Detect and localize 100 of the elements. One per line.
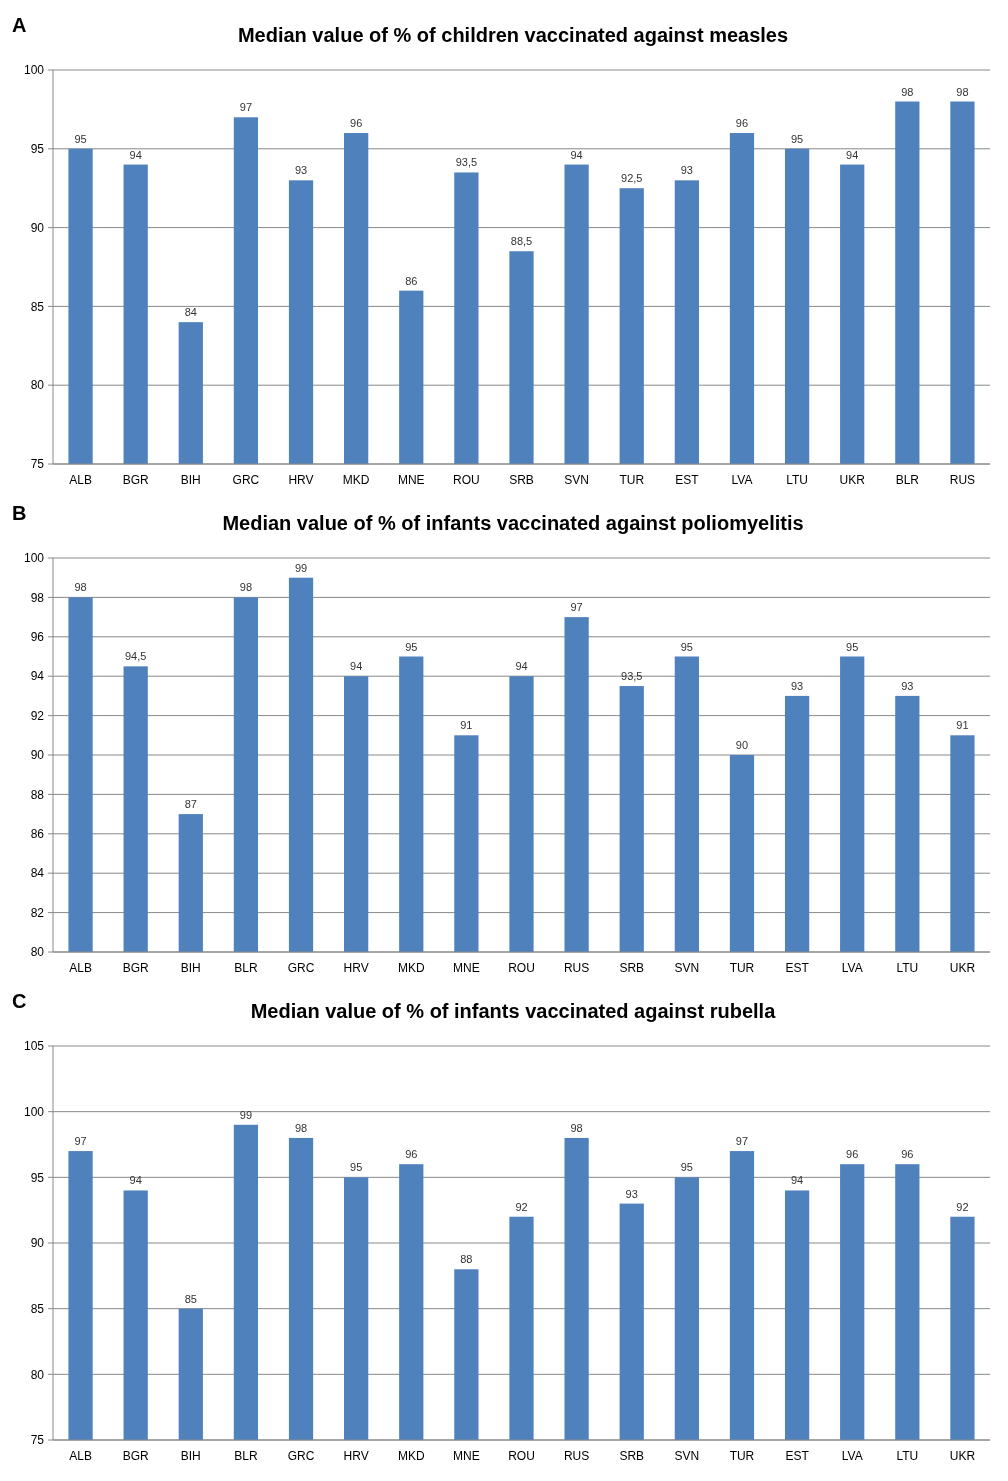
x-tick-label: MKD xyxy=(397,1449,425,1463)
chart-title: Median value of % of infants vaccinated against poliomyelitis xyxy=(222,512,804,534)
x-tick-label: BLR xyxy=(234,1449,258,1463)
y-tick-label: 95 xyxy=(30,1170,45,1185)
x-tick-label: LVA xyxy=(731,473,753,487)
data-label: 94 xyxy=(129,1174,142,1187)
y-tick-label: 90 xyxy=(30,220,45,235)
chart-title: Median value of % of infants vaccinated against rubella xyxy=(250,1000,777,1022)
x-tick-label: BLR xyxy=(895,473,920,487)
x-tick-label: BIH xyxy=(180,1449,201,1463)
data-label: 96 xyxy=(350,117,363,130)
x-tick-label: BIH xyxy=(180,473,201,487)
y-tick-label: 80 xyxy=(30,945,45,960)
x-tick-label: ROU xyxy=(453,473,480,487)
x-tick-label: UKR xyxy=(949,1449,976,1463)
data-label: 98 xyxy=(74,581,87,594)
y-tick-label: 86 xyxy=(30,827,45,841)
x-tick-label: SVN xyxy=(674,961,700,975)
data-label: 97 xyxy=(735,1135,749,1148)
data-label: 93,5 xyxy=(621,670,643,683)
x-tick-label: RUS xyxy=(949,473,976,487)
data-label: 96 xyxy=(846,1148,859,1161)
data-label: 97 xyxy=(570,601,583,614)
x-tick-label: LTU xyxy=(896,961,919,975)
y-tick-label: 85 xyxy=(30,1301,45,1316)
data-label: 93 xyxy=(294,164,308,177)
data-label: 94 xyxy=(350,660,363,673)
data-label: 87 xyxy=(184,798,197,811)
x-tick-label: HRV xyxy=(288,473,314,487)
x-tick-label: SVN xyxy=(674,1449,700,1463)
data-label: 92,5 xyxy=(621,172,643,185)
y-tick-label: 94 xyxy=(30,669,45,684)
x-tick-label: UKR xyxy=(839,473,866,487)
y-tick-label: 85 xyxy=(30,299,45,314)
data-label: 98 xyxy=(294,1121,308,1134)
chart-title: Median value of % of children vaccinated against measles xyxy=(237,24,789,46)
data-label: 94 xyxy=(129,148,142,161)
y-tick-label: 105 xyxy=(23,1039,45,1054)
y-tick-label: 100 xyxy=(23,1104,45,1119)
x-tick-label: GRC xyxy=(287,1449,315,1463)
y-tick-label: 90 xyxy=(30,748,45,763)
data-label: 92 xyxy=(515,1200,528,1213)
data-label: 95 xyxy=(790,132,804,145)
data-label: 93,5 xyxy=(455,156,478,169)
data-label: 85 xyxy=(184,1292,197,1305)
x-tick-label: MKD xyxy=(397,961,425,975)
data-label: 94,5 xyxy=(124,650,147,663)
y-tick-label: 75 xyxy=(30,1433,45,1448)
data-label: 99 xyxy=(239,1108,253,1121)
x-tick-label: ROU xyxy=(508,961,535,975)
data-label: 91 xyxy=(460,719,473,732)
x-tick-label: EST xyxy=(675,473,700,487)
data-label: 95 xyxy=(350,1161,363,1174)
y-tick-label: 75 xyxy=(30,457,45,472)
x-tick-label: TUR xyxy=(729,961,755,975)
x-tick-label: HRV xyxy=(343,1449,369,1463)
data-label: 93 xyxy=(680,164,693,177)
data-label: 88 xyxy=(460,1253,473,1266)
x-tick-label: BGR xyxy=(122,1449,150,1463)
x-tick-label: EST xyxy=(785,1449,810,1463)
x-tick-label: UKR xyxy=(949,961,976,975)
x-tick-label: SVN xyxy=(564,473,589,487)
y-tick-label: 100 xyxy=(23,551,45,566)
x-tick-label: LTU xyxy=(786,473,808,487)
data-label: 92 xyxy=(956,1200,969,1213)
data-label: 95 xyxy=(680,1161,693,1174)
x-tick-label: ALB xyxy=(69,473,92,487)
y-tick-label: 82 xyxy=(30,905,45,920)
y-tick-label: 84 xyxy=(30,866,45,881)
x-tick-label: SRB xyxy=(619,1449,645,1463)
data-label: 96 xyxy=(735,117,749,130)
y-tick-label: 88 xyxy=(30,787,45,802)
data-label: 95 xyxy=(846,640,859,653)
data-label: 96 xyxy=(405,1148,418,1161)
data-label: 88,5 xyxy=(510,235,533,248)
x-tick-label: MNE xyxy=(397,473,425,487)
x-tick-label: TUR xyxy=(619,473,645,487)
data-label: 94 xyxy=(570,148,583,161)
x-tick-label: BGR xyxy=(122,961,150,975)
data-label: 93 xyxy=(625,1187,638,1200)
y-tick-label: 80 xyxy=(30,1367,45,1382)
x-tick-label: BLR xyxy=(234,961,258,975)
text: A xyxy=(12,14,27,36)
x-tick-label: BGR xyxy=(122,473,150,487)
x-tick-label: MKD xyxy=(342,473,370,487)
x-tick-label: SRB xyxy=(509,473,534,487)
x-tick-label: ALB xyxy=(69,961,92,975)
data-label: 90 xyxy=(735,739,749,751)
data-label: 93 xyxy=(790,679,804,692)
y-tick-label: 80 xyxy=(30,378,45,393)
data-label: 97 xyxy=(239,101,253,114)
y-tick-label: 96 xyxy=(30,630,45,644)
data-label: 98 xyxy=(956,85,969,98)
x-tick-label: MNE xyxy=(453,1449,480,1463)
x-tick-label: MNE xyxy=(453,961,480,975)
data-label: 97 xyxy=(74,1135,87,1148)
data-label: 93 xyxy=(901,679,914,692)
x-tick-label: GRC xyxy=(287,961,315,975)
y-tick-label: 100 xyxy=(23,63,45,78)
text: C xyxy=(12,990,27,1012)
